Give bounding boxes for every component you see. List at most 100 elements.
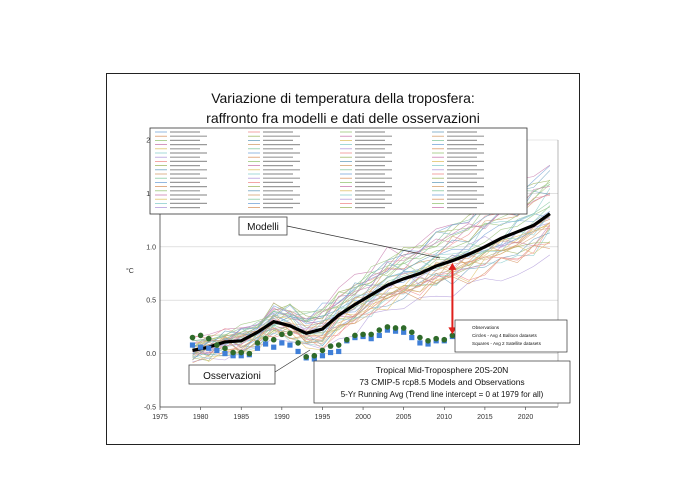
gap-arrow-head-top: [448, 262, 457, 270]
balloon-point: [327, 343, 334, 349]
balloon-point: [408, 329, 415, 336]
balloon-point: [449, 332, 456, 339]
balloon-point: [262, 335, 269, 342]
obs-legend-squares: Squares - Avg 2 Satellite datasets: [472, 341, 542, 346]
balloon-point: [392, 325, 399, 331]
satellite-point: [295, 348, 301, 355]
satellite-point: [279, 340, 285, 346]
x-tick-label: 2015: [477, 414, 493, 421]
y-tick-label: -0.5: [144, 405, 156, 412]
x-tick-label: 2000: [355, 414, 371, 421]
info-line-3: 5-Yr Running Avg (Trend line intercept =…: [341, 390, 544, 399]
chart-title: Variazione di temperatura della troposfe…: [211, 90, 475, 106]
balloon-point: [311, 352, 318, 359]
balloon-point: [246, 350, 253, 357]
satellite-point: [230, 353, 236, 359]
balloon-point: [197, 332, 204, 339]
x-tick-label: 1975: [152, 414, 168, 421]
satellite-point: [384, 327, 391, 333]
model-run-line: [192, 179, 551, 344]
model-run-line: [192, 229, 551, 357]
info-box: [313, 360, 571, 404]
balloon-point: [222, 345, 228, 352]
obs-callout-box: [188, 364, 276, 385]
balloon-point: [287, 330, 293, 337]
balloon-point: [214, 342, 220, 348]
model-run-line: [192, 245, 550, 353]
models-callout-leader: [286, 225, 441, 259]
x-tick-label: 2005: [396, 414, 412, 421]
y-tick-label: 1.0: [146, 244, 156, 251]
obs-callout-label: Osservazioni: [203, 371, 261, 382]
model-run-line: [192, 223, 551, 352]
y-tick-label: 0.0: [146, 351, 156, 358]
satellite-point: [287, 342, 293, 348]
balloon-point: [433, 335, 439, 342]
balloon-point: [441, 336, 448, 343]
balloon-point: [279, 331, 285, 338]
satellite-point: [392, 328, 399, 334]
chart-subtitle: raffronto fra modelli e dati delle osser…: [206, 110, 480, 126]
y-axis-label: °C: [126, 267, 134, 275]
model-run-line: [192, 210, 551, 351]
x-tick-label: 1980: [193, 414, 209, 421]
balloon-point: [254, 340, 261, 346]
balloon-point: [270, 336, 277, 343]
satellite-point: [238, 353, 244, 359]
balloon-point: [368, 331, 374, 338]
satellite-point: [327, 349, 334, 356]
satellite-point: [254, 345, 261, 351]
balloon-point: [384, 324, 391, 330]
info-line-2: 73 CMIP-5 rcp8.5 Models and Observations: [359, 377, 524, 387]
balloon-point: [425, 337, 431, 344]
balloon-point: [230, 349, 236, 356]
satellite-point: [311, 356, 317, 362]
satellite-point: [271, 344, 277, 350]
balloon-point: [295, 340, 301, 346]
gap-arrow-head-bottom: [448, 327, 457, 335]
balloon-point: [360, 331, 366, 338]
obs-callout-leader: [274, 349, 311, 373]
model-run-line: [192, 217, 551, 346]
satellite-point: [336, 348, 342, 355]
model-run-line: [192, 205, 551, 345]
balloon-point: [352, 332, 358, 339]
satellite-point: [425, 341, 431, 347]
x-tick-label: 1990: [274, 414, 290, 421]
model-mean-line: [192, 212, 551, 352]
satellite-point: [198, 344, 204, 350]
balloon-point: [205, 335, 212, 342]
satellite-point: [189, 342, 196, 348]
x-tick-label: 1985: [233, 414, 249, 421]
model-run-line: [192, 214, 551, 356]
satellite-point: [401, 329, 407, 335]
satellite-point: [222, 351, 228, 357]
models-callout-label: Modelli: [247, 222, 279, 233]
balloon-point: [400, 325, 407, 331]
balloon-point: [319, 347, 326, 354]
y-tick-label: 0.5: [146, 298, 156, 305]
model-run-line: [192, 242, 550, 356]
balloon-point: [376, 327, 383, 333]
balloon-point: [417, 334, 423, 341]
satellite-point: [409, 334, 415, 341]
obs-legend-title: Observations: [472, 325, 500, 330]
satellite-point: [319, 353, 326, 359]
satellite-point: [262, 341, 269, 347]
x-tick-label: 2020: [518, 414, 534, 421]
x-tick-label: 1995: [315, 414, 331, 421]
obs-legend-circles: Circles - Avg 4 Balloon datasets: [472, 333, 537, 338]
balloon-point: [344, 336, 350, 343]
info-line-1: Tropical Mid-Troposphere 20S-20N: [376, 365, 509, 375]
balloon-point: [335, 342, 342, 348]
satellite-point: [206, 345, 212, 351]
satellite-point: [368, 336, 374, 342]
x-tick-label: 2010: [436, 414, 452, 421]
balloon-point: [238, 349, 245, 356]
satellite-point: [214, 347, 220, 353]
balloon-point: [189, 334, 196, 341]
satellite-point: [417, 340, 423, 346]
satellite-point: [376, 332, 382, 339]
balloon-point: [303, 354, 310, 360]
